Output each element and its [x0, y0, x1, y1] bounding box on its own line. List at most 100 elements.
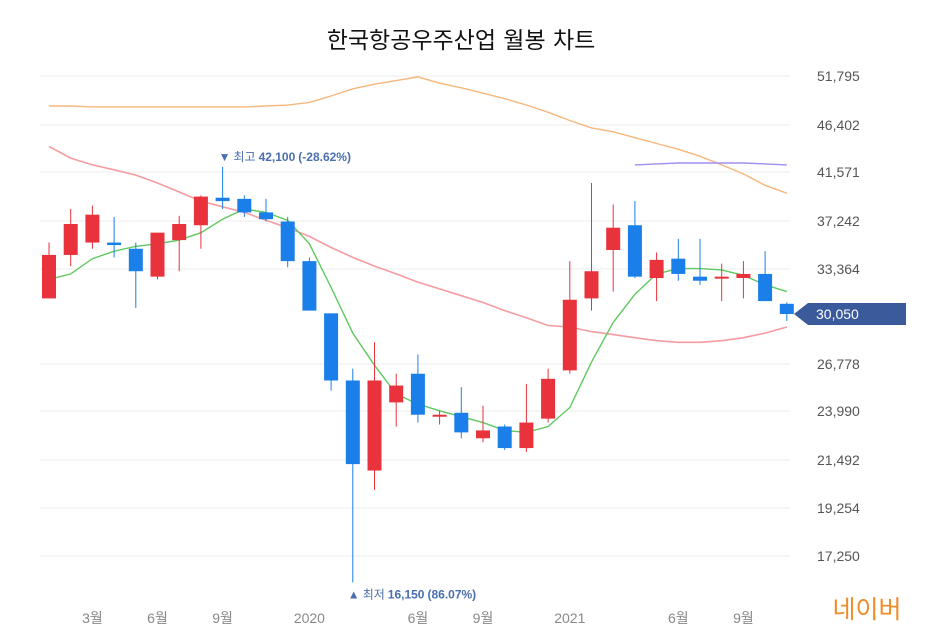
candle-body: [541, 378, 556, 419]
candle-body: [172, 223, 187, 241]
candle-body: [736, 273, 751, 279]
candle-body: [649, 259, 664, 279]
candle: [736, 261, 751, 299]
candle: [779, 302, 794, 321]
current-price-tag-bg: [794, 303, 906, 325]
candle: [324, 313, 339, 391]
high-marker: ▼: [219, 150, 231, 164]
candle-body: [671, 258, 686, 274]
x-tick-label: 6월: [408, 610, 429, 626]
candle-body: [627, 225, 642, 277]
x-tick-label: 9월: [212, 610, 233, 626]
candle-body: [476, 430, 490, 439]
candle-body: [584, 271, 599, 299]
x-axis: 3월 6월 9월 2020 6월 9월 2021 6월 9월: [82, 610, 754, 626]
y-tick-label: 19,254: [817, 500, 860, 516]
candle-body: [367, 380, 382, 471]
candle: [410, 354, 425, 423]
y-axis: 51,795 46,402 41,571 37,242 33,364 26,778 23,9…: [817, 68, 860, 564]
x-tick-label: 9월: [473, 610, 494, 626]
candle-body: [259, 212, 273, 220]
candle: [345, 368, 360, 583]
grid-lines: [40, 75, 790, 557]
candle-body: [432, 414, 447, 417]
candle: [758, 251, 773, 302]
current-price-tag: 30,050: [794, 303, 906, 325]
candle-body: [758, 273, 773, 302]
high-annotation-text: ▼ 최고 42,100 (-28.62%): [219, 150, 351, 164]
candle-body: [779, 303, 794, 314]
candle: [172, 215, 187, 272]
candle: [649, 252, 664, 302]
candle-body: [193, 196, 208, 226]
candle: [606, 204, 621, 292]
y-tick-label: 21,492: [817, 452, 860, 468]
candlesticks: [42, 166, 794, 583]
y-tick-label: 46,402: [817, 117, 860, 133]
current-price-label: 30,050: [816, 306, 859, 322]
ma-purple-line: [634, 162, 787, 166]
low-label: 최저: [363, 587, 385, 601]
candle-body: [606, 227, 621, 250]
candle-body: [85, 214, 100, 243]
candle: [714, 263, 729, 302]
y-tick-label: 33,364: [817, 261, 860, 277]
candle-body: [107, 242, 122, 246]
candle: [367, 342, 382, 490]
y-tick-label: 51,795: [817, 68, 860, 84]
candle-body: [280, 221, 295, 262]
ma-red-line: [48, 145, 788, 344]
high-change: (-28.62%): [298, 150, 351, 164]
x-tick-label: 3월: [82, 610, 103, 626]
x-tick-label: 6월: [147, 610, 168, 626]
candle-body: [389, 385, 404, 403]
candle: [541, 368, 556, 423]
candle-body: [150, 232, 165, 277]
candle-body: [497, 426, 512, 449]
high-label: 최고: [233, 150, 255, 164]
candle: [280, 216, 295, 268]
y-tick-label: 26,778: [817, 356, 860, 372]
candle-body: [237, 198, 252, 213]
candle: [259, 198, 273, 222]
candle: [215, 166, 230, 210]
candle-body: [63, 223, 78, 255]
candle-body: [714, 276, 729, 279]
x-tick-label: 9월: [733, 610, 754, 626]
low-annotation-text: ▲ 최저 16,150 (86.07%): [348, 587, 476, 601]
candle-body: [693, 276, 707, 281]
candle: [150, 232, 165, 280]
candle: [497, 424, 512, 451]
candle: [584, 182, 599, 311]
candle: [454, 387, 469, 439]
high-annotation: ▼ 최고 42,100 (-28.62%): [219, 150, 351, 164]
candle: [627, 201, 642, 279]
candle: [85, 205, 100, 249]
candle: [671, 238, 686, 281]
candle-body: [345, 380, 360, 465]
low-change: (86.07%): [427, 587, 476, 601]
y-tick-label: 41,571: [817, 164, 860, 180]
candle-body: [128, 248, 143, 272]
candle: [432, 410, 447, 425]
chart-title: 한국항공우주산업 월봉 차트: [327, 28, 596, 54]
y-tick-label: 17,250: [817, 548, 860, 564]
candle: [237, 195, 252, 217]
candle: [302, 257, 317, 311]
x-tick-label: 2021: [554, 610, 585, 626]
candle-body: [410, 373, 425, 415]
candle-body: [454, 412, 469, 433]
candle: [42, 242, 56, 299]
candle: [389, 373, 404, 427]
candle: [519, 383, 534, 452]
y-tick-label: 23,990: [817, 403, 860, 419]
y-tick-label: 37,242: [817, 213, 860, 229]
candle: [193, 195, 208, 249]
candle: [107, 216, 122, 258]
candle: [476, 405, 490, 443]
low-annotation: ▲ 최저 16,150 (86.07%): [348, 587, 476, 601]
x-tick-label: 2020: [294, 610, 325, 626]
candle-body: [519, 422, 534, 449]
candle-body: [302, 261, 317, 311]
